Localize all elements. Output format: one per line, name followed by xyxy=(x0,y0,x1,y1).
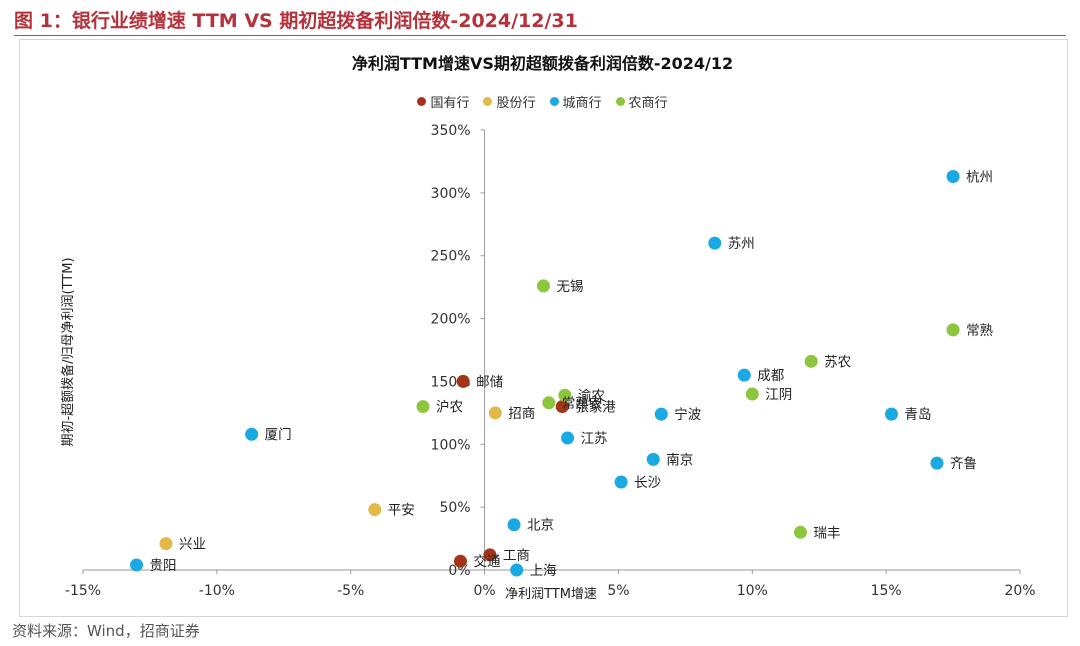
data-point-label: 兴业 xyxy=(179,537,206,553)
data-point xyxy=(793,525,807,539)
legend-label: 城商行 xyxy=(562,96,602,111)
data-point xyxy=(555,400,569,414)
data-point xyxy=(558,388,572,402)
legend-item-city-banks: 城商行 xyxy=(549,92,602,111)
data-point xyxy=(804,354,818,368)
chart-legend: 国有行 股份行 城商行 农商行 xyxy=(0,92,1080,111)
data-point-label: 齐鲁 xyxy=(950,456,977,472)
y-tick-label: 100% xyxy=(431,437,471,453)
data-point xyxy=(614,475,628,489)
data-point xyxy=(483,548,497,562)
data-point-label: 张家港 xyxy=(575,399,616,416)
y-tick-label: 300% xyxy=(431,186,471,202)
data-point-label: 沪农 xyxy=(436,400,463,416)
legend-label: 农商行 xyxy=(628,96,668,111)
x-axis-title: 净利润TTM增速 xyxy=(505,587,597,602)
legend-label: 国有行 xyxy=(430,96,470,111)
data-point-label: 南京 xyxy=(666,452,693,468)
data-point-label: 渝农 xyxy=(578,388,606,404)
legend-item-state-banks: 国有行 xyxy=(417,92,469,111)
data-point-label: 无锡 xyxy=(556,279,583,295)
source-note: 资料来源：Wind，招商证券 xyxy=(12,622,200,640)
x-tick-label: -5% xyxy=(337,583,364,599)
x-tick-label: 0% xyxy=(473,583,495,599)
data-point-label: 平安 xyxy=(388,503,415,519)
data-point-label: 邮储 xyxy=(476,374,503,390)
y-tick-label: 50% xyxy=(439,500,470,516)
y-tick-label: 0% xyxy=(448,563,470,579)
x-tick-label: 20% xyxy=(1004,583,1035,599)
legend-item-rural-banks: 农商行 xyxy=(615,92,668,111)
data-point-label: 成都 xyxy=(757,368,784,384)
data-point-label: 上海 xyxy=(530,563,557,579)
data-point xyxy=(453,554,467,568)
legend-item-joint-stock-banks: 股份行 xyxy=(483,92,536,111)
data-point xyxy=(946,323,960,337)
x-tick-label: -10% xyxy=(199,583,235,599)
data-point xyxy=(507,518,521,532)
data-point-label: 江苏 xyxy=(581,431,608,447)
chart-frame xyxy=(19,39,1068,617)
data-point-label: 贵阳 xyxy=(150,558,177,574)
data-point-label: 北京 xyxy=(527,518,554,534)
legend-label: 股份行 xyxy=(496,96,536,111)
data-point-label: 江阴 xyxy=(765,387,792,403)
data-point xyxy=(245,427,259,441)
data-point-label: 工商 xyxy=(503,548,530,564)
legend-marker-icon xyxy=(549,97,559,106)
data-point-label: 苏州 xyxy=(728,236,755,252)
data-point-label: 宁波 xyxy=(674,406,701,423)
data-point xyxy=(159,537,173,551)
x-tick-label: 10% xyxy=(737,583,768,599)
data-point xyxy=(884,407,898,421)
data-point xyxy=(416,400,430,414)
legend-marker-icon xyxy=(483,97,493,106)
data-point-label: 青岛 xyxy=(904,407,931,423)
data-point-label: 常熟 xyxy=(966,323,994,339)
y-axis-title: 期初-超额拨备/归母净利润(TTM) xyxy=(60,257,76,446)
data-point xyxy=(368,503,382,517)
data-point xyxy=(130,558,144,572)
data-point xyxy=(488,406,502,420)
data-point-label: 常熟农 xyxy=(562,396,603,412)
data-point-label: 苏农 xyxy=(824,354,852,370)
data-point-label: 厦门 xyxy=(265,427,292,443)
title-rule xyxy=(14,35,1066,36)
legend-marker-icon xyxy=(417,97,427,106)
data-point-label: 长沙 xyxy=(634,475,661,491)
data-point xyxy=(456,374,470,388)
data-point xyxy=(946,170,960,184)
data-point xyxy=(561,431,575,445)
data-point xyxy=(510,563,524,577)
y-tick-label: 250% xyxy=(431,249,471,265)
x-tick-label: 15% xyxy=(871,583,902,599)
y-tick-label: 350% xyxy=(431,123,471,139)
data-point xyxy=(542,396,556,410)
data-point-label: 招商 xyxy=(508,406,535,422)
data-point xyxy=(737,368,751,382)
data-point xyxy=(930,456,944,470)
x-tick-label: -15% xyxy=(65,583,101,599)
data-point-label: 瑞丰 xyxy=(813,525,840,541)
data-point xyxy=(536,279,550,293)
data-point xyxy=(646,452,660,466)
figure-title: 图 1：银行业绩增速 TTM VS 期初超拨备利润倍数-2024/12/31 xyxy=(14,10,578,32)
data-point-label: 杭州 xyxy=(966,170,993,186)
chart-title: 净利润TTM增速VS期初超额拨备利润倍数-2024/12 xyxy=(351,54,734,73)
data-point xyxy=(708,236,722,250)
data-point xyxy=(745,387,759,401)
legend-marker-icon xyxy=(615,97,625,106)
x-tick-label: 5% xyxy=(607,583,629,599)
data-point-label: 交通 xyxy=(473,553,500,570)
y-tick-label: 200% xyxy=(431,312,471,328)
data-point xyxy=(654,407,668,421)
